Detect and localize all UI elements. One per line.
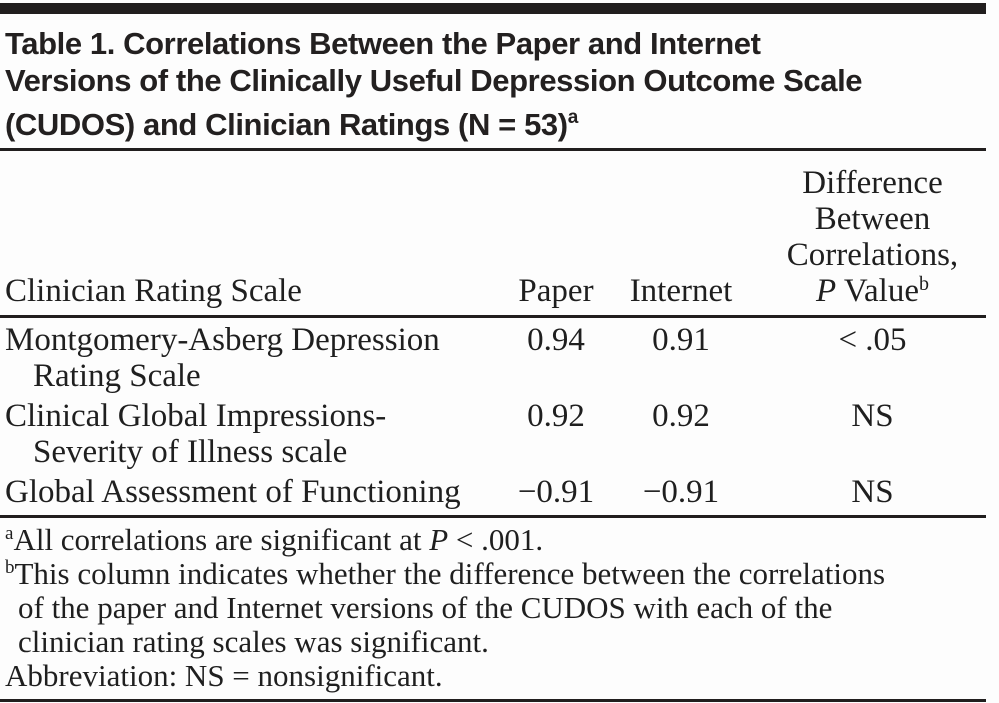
footnote-a-marker: a [5, 523, 14, 544]
header-internet: Internet [629, 273, 733, 309]
cell-madrs-paper: 0.94 [527, 322, 585, 358]
footnote-a-p-italic: P [429, 522, 449, 557]
footnote-a: aAll correlations are significant at P <… [5, 523, 994, 557]
header-divider-rule [0, 315, 986, 318]
footnote-b-text-2: of the paper and Internet versions of th… [18, 590, 833, 625]
footnote-a-text-post: < .001. [448, 522, 544, 557]
footnote-b-text-3: clinician rating scales was significant. [18, 624, 489, 659]
header-footnote-marker-b: b [918, 273, 929, 295]
footnote-b-line-1: bThis column indicates whether the diffe… [5, 557, 994, 591]
cell-cgi-internet: 0.92 [652, 398, 710, 434]
header-difference-line-2: Between [814, 201, 931, 237]
footnote-a-text-pre: All correlations are significant at [13, 522, 430, 557]
top-thick-rule [0, 3, 986, 14]
footnote-b-line-3: clinician rating scales was significant. [5, 625, 994, 659]
cell-gaf-pvalue: NS [851, 474, 894, 510]
title-footnote-marker: a [567, 107, 579, 128]
row-label-line-1: Global Assessment of Functioning [5, 474, 461, 510]
cell-cgi-paper: 0.92 [527, 398, 585, 434]
cell-madrs-internet: 0.91 [652, 322, 710, 358]
row-label-line-2: Severity of Illness scale [33, 434, 348, 470]
header-difference-between-correlations: Difference Between Correlations, P Value… [751, 165, 994, 309]
title-line-1: Table 1. Correlations Between the Paper … [5, 26, 761, 61]
cell-gaf-internet: −0.91 [642, 474, 720, 510]
cell-cgi-pvalue: NS [851, 398, 894, 434]
table-footnotes: aAll correlations are significant at P <… [5, 523, 994, 693]
header-p-italic: P [816, 273, 837, 309]
row-label-madrs: Montgomery-Asberg Depression Rating Scal… [5, 322, 501, 394]
title-line-3: (CUDOS) and Clinician Ratings (N = 53)a [5, 99, 994, 143]
header-paper: Paper [518, 273, 594, 309]
body-divider-rule [0, 515, 986, 518]
row-label-cgi: Clinical Global Impressions- Severity of… [5, 398, 501, 470]
bottom-rule [0, 699, 986, 702]
row-label-gaf: Global Assessment of Functioning [5, 474, 501, 510]
footnote-b-text-1: This column indicates whether the differ… [14, 556, 886, 591]
title-line-3-text: (CUDOS) and Clinician Ratings (N = 53) [5, 107, 568, 142]
table-header-row: Clinician Rating Scale Paper Internet Di… [5, 165, 994, 309]
cell-gaf-paper: −0.91 [517, 474, 595, 510]
title-divider-rule [0, 148, 986, 151]
row-label-line-1: Clinical Global Impressions- [5, 398, 387, 434]
header-value-text: Value [836, 273, 919, 309]
table-title: Table 1. Correlations Between the Paper … [5, 25, 994, 143]
header-difference-line-3: Correlations, [786, 237, 959, 273]
footnote-b-line-2: of the paper and Internet versions of th… [5, 591, 994, 625]
row-label-line-1: Montgomery-Asberg Depression [5, 322, 440, 358]
footnote-abbreviation: Abbreviation: NS = nonsignificant. [5, 658, 443, 693]
header-clinician-rating-scale: Clinician Rating Scale [5, 273, 302, 309]
footnote-b-marker: b [5, 557, 15, 578]
title-line-2: Versions of the Clinically Useful Depres… [5, 63, 863, 98]
row-label-line-2: Rating Scale [33, 358, 201, 394]
header-difference-line-1: Difference [802, 165, 943, 201]
table-row-cgi: Clinical Global Impressions- Severity of… [5, 394, 994, 470]
table-row-gaf: Global Assessment of Functioning −0.91 −… [5, 470, 994, 510]
header-p-value: P Valueb [751, 273, 994, 309]
table-row-madrs: Montgomery-Asberg Depression Rating Scal… [5, 318, 994, 394]
cell-madrs-pvalue: < .05 [838, 322, 907, 358]
